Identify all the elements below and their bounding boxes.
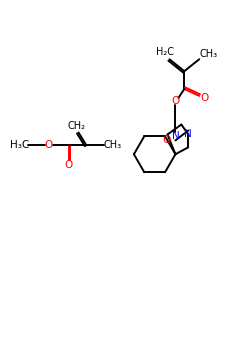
Text: N: N [172,132,179,141]
Text: H₃C: H₃C [10,140,29,150]
Text: CH₃: CH₃ [103,140,121,150]
Text: O: O [45,140,53,150]
Text: O: O [64,160,73,170]
Text: H₂C: H₂C [156,47,174,57]
Text: N: N [184,130,192,139]
Text: CH₂: CH₂ [68,120,86,131]
Text: O: O [162,135,171,145]
Text: CH₃: CH₃ [199,49,217,60]
Text: O: O [171,96,179,106]
Text: O: O [200,93,208,103]
